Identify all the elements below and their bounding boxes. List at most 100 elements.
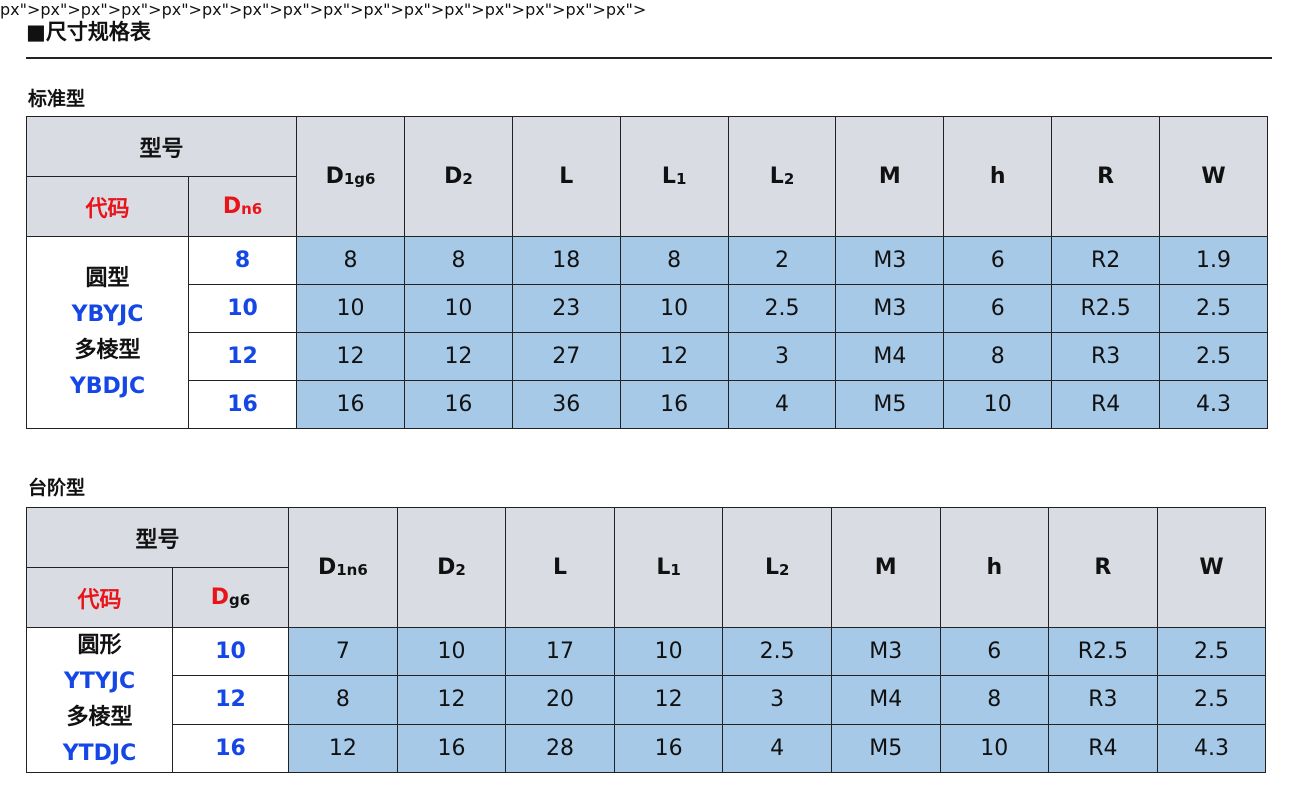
header-main: h — [986, 555, 1003, 580]
column-header: h — [939, 507, 1050, 628]
value-cell: 7 — [288, 626, 398, 677]
value-cell: M4 — [830, 675, 941, 725]
value-cell: R2.5 — [1048, 626, 1158, 677]
code-header: 代码 — [26, 567, 173, 628]
header-sub: 1n6 — [336, 561, 368, 579]
header-sub: 1g6 — [343, 170, 376, 188]
value-cell: 2 — [727, 236, 837, 285]
value-cell: 2.5 — [727, 284, 837, 333]
header-main: M — [878, 164, 901, 189]
header-sub: 2 — [462, 170, 473, 188]
header-main: L — [764, 555, 779, 580]
value-cell: 3 — [722, 675, 832, 725]
section-title: 台阶型 — [28, 477, 86, 499]
value-cell: 8 — [296, 236, 406, 285]
column-header: D2 — [404, 116, 513, 237]
column-header: L2 — [722, 507, 832, 628]
value-cell: 16 — [619, 380, 729, 429]
column-header: M — [835, 116, 945, 237]
value-cell: M3 — [835, 284, 945, 333]
header-sub: g6 — [229, 591, 251, 609]
model-name: 多棱型 — [66, 705, 133, 730]
value-cell: 1.9 — [1159, 236, 1268, 285]
value-cell: R3 — [1051, 332, 1161, 381]
table-row: 圆形 YTYJC 多棱型 YTDJC 10 7 10 17 10 2.5 M3 6 R2.5 2.5 — [26, 626, 1267, 773]
column-header: L1 — [619, 116, 729, 237]
value-cell: 23 — [511, 284, 621, 333]
value-cell: M5 — [830, 723, 941, 774]
column-header: R — [1051, 116, 1161, 237]
column-header: D1n6 — [288, 507, 398, 628]
value-cell: 16 — [296, 380, 406, 429]
value-cell: 2.5 — [1156, 675, 1267, 725]
value-cell: R3 — [1048, 675, 1158, 725]
value-cell: 16 — [613, 723, 724, 774]
column-header: L — [511, 116, 621, 237]
column-header: W — [1159, 116, 1268, 237]
value-cell: 12 — [396, 675, 507, 725]
value-cell: 6 — [943, 284, 1053, 333]
value-cell: 6 — [943, 236, 1053, 285]
value-cell: 3 — [727, 332, 837, 381]
header-sub: 1 — [670, 561, 681, 579]
value-cell: 27 — [511, 332, 621, 381]
header-main: M — [874, 555, 897, 580]
value-cell: 12 — [619, 332, 729, 381]
model-name: YTYJC — [63, 669, 136, 694]
column-header: L2 — [727, 116, 837, 237]
header-main: L — [656, 555, 671, 580]
d-value: 10 — [187, 284, 298, 333]
value-cell: 10 — [943, 380, 1053, 429]
title-divider — [26, 57, 1272, 59]
value-cell: 12 — [404, 332, 513, 381]
value-cell: 2.5 — [1159, 332, 1268, 381]
model-name: YBDJC — [69, 373, 146, 399]
column-header: D2 — [396, 507, 507, 628]
value-cell: 16 — [396, 723, 507, 774]
table-row: 12 12 12 27 12 3 M4 8 R3 2.5 — [27, 332, 1268, 381]
value-cell: R2 — [1051, 236, 1161, 285]
header-sub: 2 — [783, 170, 795, 188]
value-cell: 8 — [404, 236, 513, 285]
value-cell: 10 — [613, 626, 724, 677]
column-header: R — [1048, 507, 1158, 628]
value-cell: M3 — [835, 236, 945, 285]
column-header: L1 — [613, 507, 724, 628]
value-cell: 8 — [939, 675, 1050, 725]
header-sub: 1 — [675, 170, 687, 188]
model-cell: 圆形 YTYJC 多棱型 YTDJC — [26, 627, 173, 773]
header-main: L — [661, 164, 676, 189]
value-cell: 4.3 — [1156, 723, 1267, 774]
value-cell: 12 — [288, 723, 398, 774]
header-main: R — [1097, 164, 1115, 189]
model-cell: 圆型 YBYJC 多棱型 YBDJC — [26, 236, 189, 429]
value-cell: 12 — [296, 332, 406, 381]
value-cell: 2.5 — [722, 626, 832, 677]
d-value: 12 — [187, 332, 298, 381]
d-value: 16 — [171, 723, 290, 774]
header-main: W — [1201, 164, 1226, 189]
value-cell: 4 — [727, 380, 837, 429]
value-cell: 2.5 — [1156, 626, 1267, 677]
header-main: L — [559, 164, 574, 189]
header-sub: 2 — [778, 561, 790, 579]
d-value: 12 — [171, 675, 290, 725]
header-main: R — [1094, 555, 1112, 580]
header-sub: 2 — [455, 561, 466, 579]
column-header: D1g6 — [296, 116, 406, 237]
value-cell: M4 — [835, 332, 945, 381]
header-main: D — [437, 555, 456, 580]
value-cell: 8 — [288, 675, 398, 725]
value-cell: 4 — [722, 723, 832, 774]
header-main: L — [769, 164, 784, 189]
value-cell: 10 — [296, 284, 406, 333]
header-main: D — [444, 164, 463, 189]
model-name: YBYJC — [71, 301, 144, 327]
header-main: h — [989, 164, 1006, 189]
value-cell: M5 — [835, 380, 945, 429]
d-value: 8 — [187, 236, 298, 285]
header-main: L — [553, 555, 568, 580]
value-cell: 10 — [404, 284, 513, 333]
value-cell: R4 — [1048, 723, 1158, 774]
